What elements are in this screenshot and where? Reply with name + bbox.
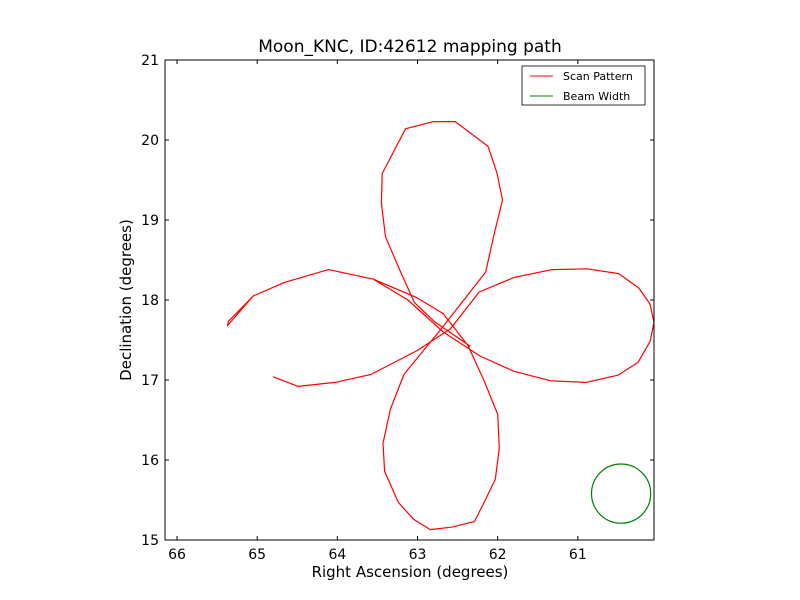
legend-label-beam-width: Beam Width bbox=[563, 90, 630, 103]
x-tick-label: 61 bbox=[569, 547, 587, 563]
x-tick-label: 64 bbox=[328, 547, 346, 563]
y-tick-label: 20 bbox=[141, 133, 159, 149]
x-tick-label: 65 bbox=[248, 547, 266, 563]
x-axis-label: Right Ascension (degrees) bbox=[312, 563, 509, 581]
y-axis-label: Declination (degrees) bbox=[117, 219, 135, 381]
y-tick-label: 16 bbox=[141, 453, 159, 469]
plot-area bbox=[226, 120, 654, 531]
y-tick-label: 19 bbox=[141, 213, 159, 229]
legend: Scan Pattern Beam Width bbox=[521, 65, 646, 106]
x-axis: 66 65 64 63 62 61 bbox=[168, 60, 587, 563]
plot-frame bbox=[164, 59, 655, 541]
y-tick-label: 17 bbox=[141, 373, 159, 389]
x-tick-label: 63 bbox=[409, 547, 427, 563]
x-tick-label: 62 bbox=[489, 547, 507, 563]
series-circle-beam-width bbox=[590, 463, 652, 524]
series-line-scan-pattern bbox=[226, 120, 654, 531]
y-axis: 15 16 17 18 19 20 21 bbox=[141, 53, 654, 549]
x-tick-label: 66 bbox=[168, 547, 186, 563]
y-tick-label: 18 bbox=[141, 293, 159, 309]
legend-label-scan-pattern: Scan Pattern bbox=[563, 70, 633, 83]
y-tick-label: 21 bbox=[141, 53, 159, 69]
y-tick-label: 15 bbox=[141, 533, 159, 549]
chart-title: Moon_KNC, ID:42612 mapping path bbox=[258, 37, 562, 57]
legend-box bbox=[521, 65, 646, 106]
